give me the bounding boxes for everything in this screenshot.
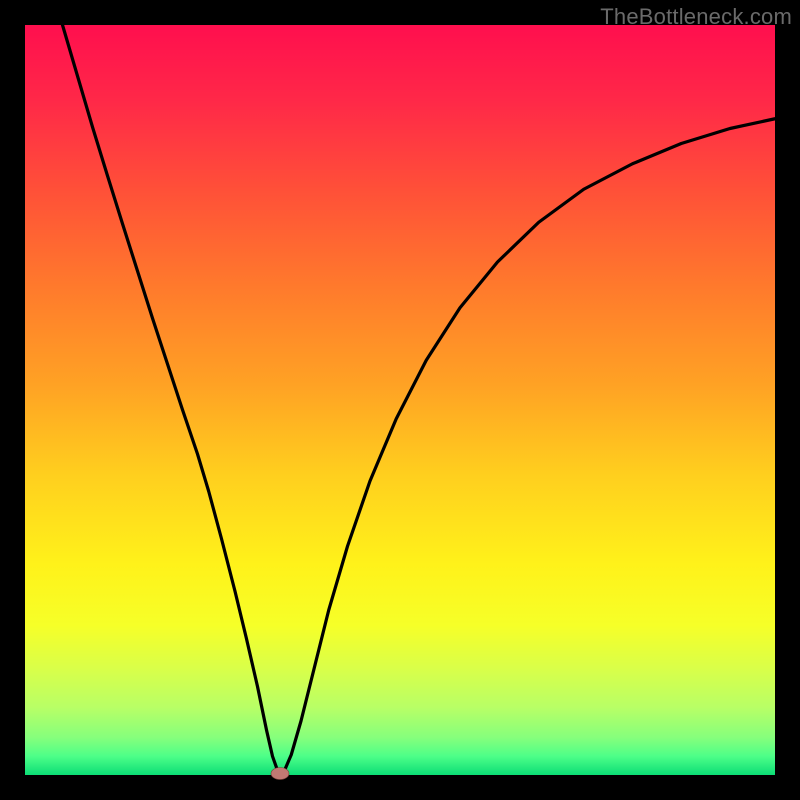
watermark-text: TheBottleneck.com — [600, 4, 792, 30]
bottleneck-chart — [0, 0, 800, 800]
optimal-point-marker — [271, 768, 289, 780]
chart-plot-background — [25, 25, 775, 775]
chart-container: TheBottleneck.com — [0, 0, 800, 800]
